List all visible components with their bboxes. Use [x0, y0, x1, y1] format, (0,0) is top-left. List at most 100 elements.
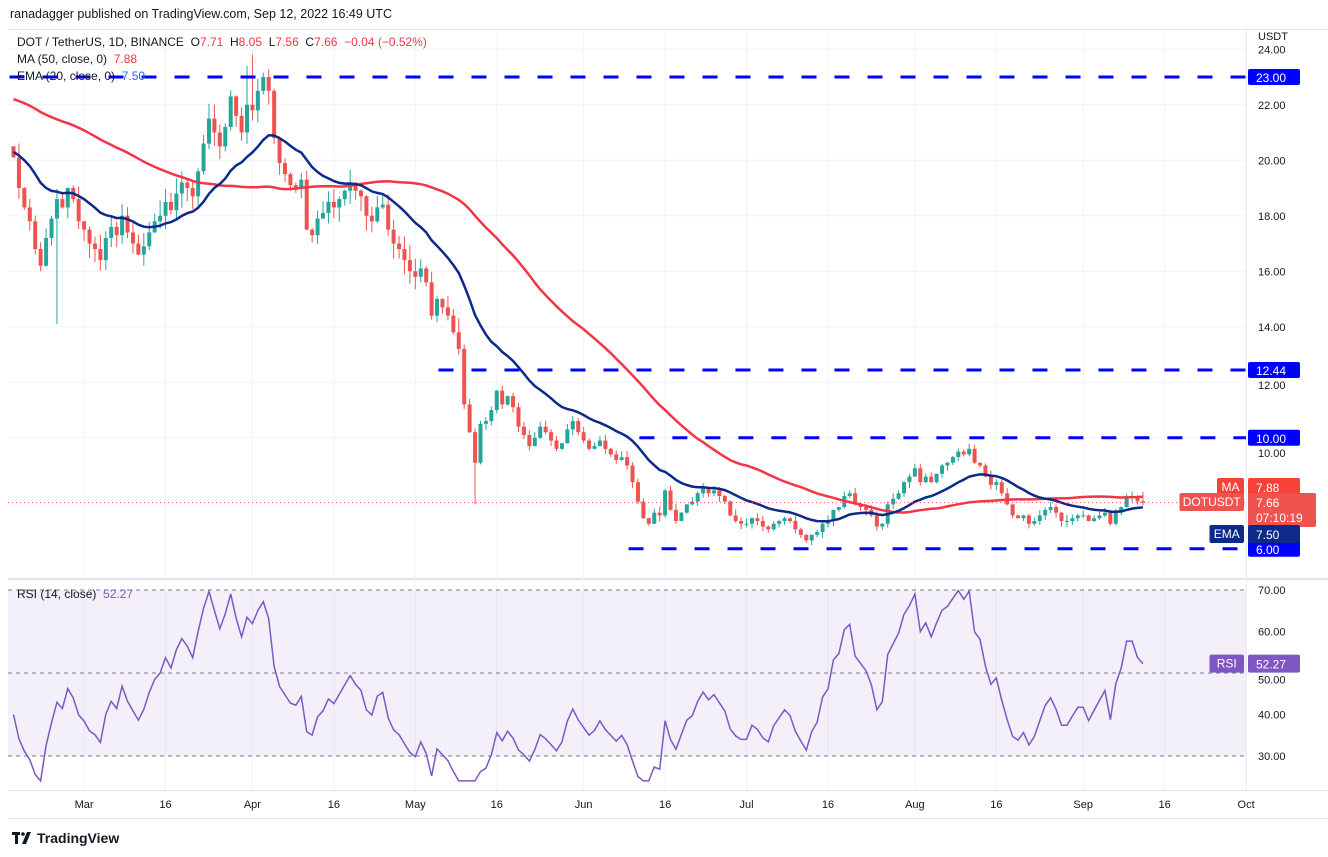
- candle-body: [1140, 501, 1145, 503]
- ma-label: MA: [1222, 480, 1240, 494]
- candle-body: [500, 390, 505, 405]
- ema-legend-value: 7.50: [121, 69, 146, 83]
- candle: [549, 429, 554, 446]
- candle: [244, 65, 249, 144]
- candle: [614, 450, 619, 464]
- candle-body: [853, 493, 858, 505]
- ma-legend[interactable]: MA (50, close, 0) 7.88: [17, 52, 137, 66]
- rsi-y-tick-label: 40.00: [1258, 710, 1286, 722]
- candle-body: [815, 532, 820, 535]
- candle-body: [337, 199, 342, 208]
- y-tick-label: 18.00: [1258, 211, 1286, 223]
- candle-body: [402, 249, 407, 261]
- candle: [310, 227, 315, 243]
- pane-separator: [8, 578, 1328, 580]
- rsi-legend[interactable]: RSI (14, close) 52.27: [17, 587, 133, 601]
- candle: [663, 488, 668, 518]
- candle-body: [473, 432, 478, 463]
- ma50-line: [13, 98, 1143, 514]
- candle-body: [33, 221, 38, 250]
- candle-body: [391, 229, 396, 244]
- symbol-title[interactable]: DOT / TetherUS, 1D, BINANCE: [17, 35, 184, 49]
- candle-body: [76, 199, 81, 222]
- candle: [359, 189, 364, 212]
- candle-body: [217, 132, 222, 147]
- candle-body: [940, 465, 945, 474]
- candle-body: [1075, 515, 1080, 519]
- candle-body: [538, 426, 543, 438]
- candle: [554, 436, 559, 452]
- candle: [831, 509, 836, 527]
- x-tick-label: Mar: [75, 799, 94, 811]
- candle-body: [440, 299, 445, 308]
- candle: [1075, 513, 1080, 522]
- candle: [206, 103, 211, 150]
- candle-body: [445, 307, 450, 316]
- ema-legend[interactable]: EMA (20, close, 0) 7.50: [17, 69, 145, 83]
- rsi-value-badge: [1248, 654, 1300, 673]
- candle-body: [766, 526, 771, 530]
- candle: [1092, 515, 1097, 522]
- candle: [625, 451, 630, 471]
- candle: [1032, 517, 1037, 526]
- candle: [98, 234, 103, 271]
- low-value: 7.56: [275, 35, 299, 49]
- candle-body: [516, 407, 521, 427]
- candle: [771, 521, 776, 531]
- high-value: 8.05: [238, 35, 263, 49]
- candle-body: [201, 143, 206, 172]
- candle: [646, 517, 651, 526]
- candle: [880, 523, 885, 531]
- candle: [462, 344, 467, 409]
- candle: [1086, 514, 1091, 522]
- candle: [972, 445, 977, 465]
- change-value: −0.04 (−0.52%): [344, 35, 427, 49]
- candle: [956, 448, 961, 462]
- level-badge: [1248, 429, 1300, 446]
- candle: [16, 143, 21, 199]
- candle-body: [239, 115, 244, 133]
- candle: [630, 462, 635, 488]
- candle: [1097, 511, 1102, 520]
- rsi-label: RSI: [1217, 657, 1237, 671]
- candle: [787, 517, 792, 524]
- candle: [565, 423, 570, 444]
- candle: [212, 104, 217, 146]
- candle-body: [456, 332, 461, 349]
- candle: [413, 258, 418, 290]
- candle-body: [65, 188, 70, 208]
- candle-body: [147, 232, 152, 247]
- candle: [657, 506, 662, 522]
- candle-body: [864, 507, 869, 510]
- candle: [380, 195, 385, 210]
- candle: [364, 195, 369, 231]
- candle-body: [532, 437, 537, 447]
- candle: [1010, 504, 1015, 519]
- tradingview-logo[interactable]: TradingView: [12, 830, 119, 846]
- candle-body: [429, 282, 434, 316]
- candle: [988, 470, 993, 490]
- candle: [820, 520, 825, 538]
- candle: [777, 519, 782, 528]
- candle: [511, 392, 516, 413]
- close-value: 7.66: [314, 35, 338, 49]
- tradingview-logo-icon: [12, 832, 31, 844]
- currency-label: USDT: [1258, 31, 1288, 43]
- candle-body: [478, 423, 483, 463]
- candle-body: [1043, 509, 1048, 516]
- candle-body: [223, 126, 228, 147]
- candle: [1102, 507, 1107, 518]
- candle-body: [304, 179, 309, 230]
- candle-body: [321, 212, 326, 219]
- candle-body: [60, 199, 65, 208]
- candle: [337, 196, 342, 222]
- candle: [543, 420, 548, 435]
- candle: [494, 390, 499, 414]
- candle-body: [902, 482, 907, 494]
- rsi-y-tick-label: 60.00: [1258, 627, 1286, 639]
- ema-value-badge: [1248, 525, 1300, 543]
- candle-body: [831, 509, 836, 521]
- candle-body: [1124, 496, 1129, 508]
- candle-body: [185, 182, 190, 188]
